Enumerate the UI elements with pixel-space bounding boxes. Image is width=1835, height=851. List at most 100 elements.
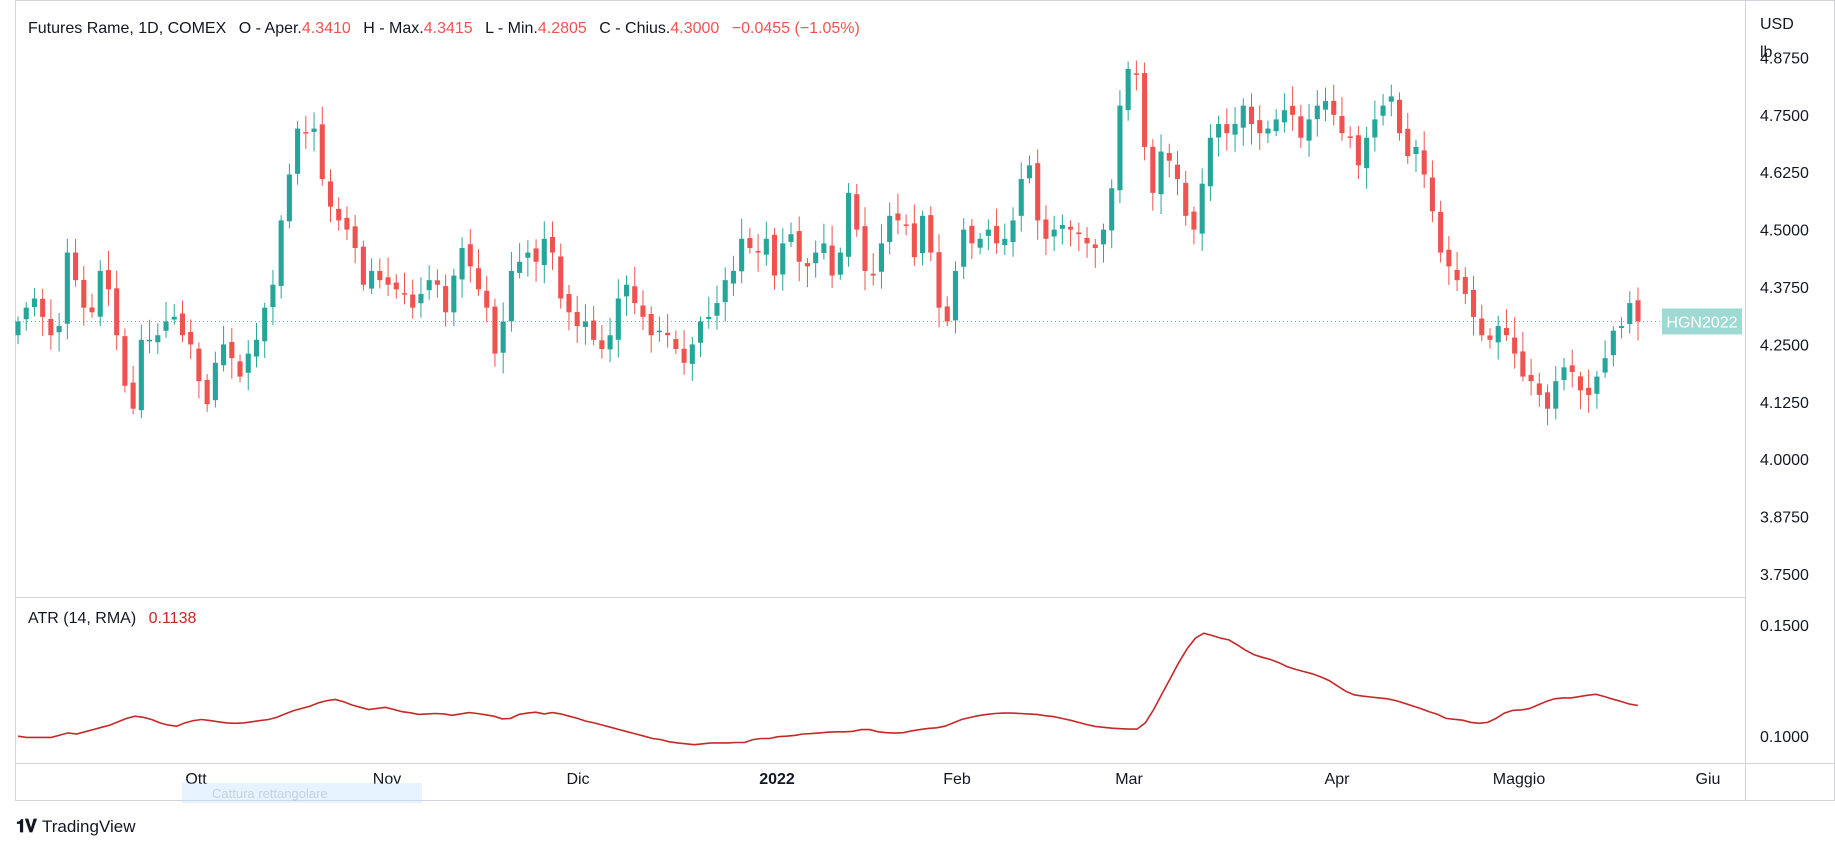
candle-body bbox=[1503, 328, 1509, 336]
candle-body bbox=[1462, 276, 1468, 294]
legend-high-value: 4.3415 bbox=[424, 20, 473, 37]
tradingview-brand-text: TradingView bbox=[41, 816, 136, 836]
candle-body bbox=[475, 268, 482, 290]
time-axis: Ott Nov Dic 2022 Feb Mar Apr Maggio Giu bbox=[185, 771, 1720, 788]
candle-body bbox=[1002, 238, 1008, 246]
candle-body bbox=[155, 335, 161, 343]
candle-body bbox=[1331, 100, 1337, 115]
candle-body bbox=[1100, 229, 1107, 245]
candle-body bbox=[623, 284, 630, 297]
candle-body bbox=[846, 192, 852, 257]
candle-body bbox=[500, 321, 506, 353]
candle-body bbox=[525, 252, 531, 258]
price-tick-label: 4.2500 bbox=[1760, 337, 1809, 354]
candle-body bbox=[903, 224, 909, 226]
candle-body bbox=[270, 284, 276, 308]
candle-body bbox=[401, 293, 408, 295]
legend-close-value: 4.3000 bbox=[670, 20, 719, 37]
candle-body bbox=[911, 223, 917, 258]
candle-body bbox=[1487, 335, 1493, 340]
candle-body bbox=[1043, 219, 1049, 239]
candle-body bbox=[796, 231, 802, 262]
candle-body bbox=[221, 344, 227, 366]
legend-close-label: C - Chius. bbox=[599, 20, 670, 37]
candle-body bbox=[1512, 337, 1518, 354]
candle-body bbox=[1207, 137, 1213, 187]
legend-open-value: 4.3410 bbox=[302, 20, 351, 37]
time-label-ott: Ott bbox=[185, 771, 207, 788]
candle-body bbox=[105, 270, 112, 290]
candle-body bbox=[944, 306, 950, 322]
candle-body bbox=[40, 298, 46, 317]
candle-body bbox=[985, 229, 991, 236]
atr-tick-label: 0.1000 bbox=[1760, 729, 1809, 746]
time-label-apr: Apr bbox=[1325, 771, 1351, 788]
candle-body bbox=[1010, 220, 1016, 243]
price-tick-label: 4.7500 bbox=[1760, 108, 1809, 125]
candle-body bbox=[1216, 123, 1222, 138]
candle-body bbox=[615, 298, 621, 340]
candle-body bbox=[969, 225, 975, 244]
candle-body bbox=[97, 270, 103, 317]
price-tick-label: 4.6250 bbox=[1760, 165, 1809, 182]
legend-low-label: L - Min. bbox=[485, 20, 538, 37]
candle-body bbox=[1026, 165, 1033, 179]
candle-body bbox=[566, 294, 572, 313]
main-legend: Futures Rame, 1D, COMEX O - Aper.4.3410 … bbox=[28, 20, 860, 37]
candle-body bbox=[1544, 392, 1551, 409]
candle-body bbox=[656, 330, 662, 333]
candle-body bbox=[467, 244, 473, 267]
candle-body bbox=[377, 270, 383, 281]
candle-body bbox=[1586, 387, 1592, 395]
candle-body bbox=[1290, 105, 1296, 115]
candle-body bbox=[533, 248, 539, 262]
candle-body bbox=[920, 215, 926, 254]
candle-body bbox=[508, 270, 514, 322]
capture-watermark: Cattura rettangolare bbox=[182, 783, 422, 803]
candle-body bbox=[1594, 376, 1600, 394]
candle-body bbox=[1396, 99, 1403, 134]
price-tick-label: 4.3750 bbox=[1760, 280, 1809, 297]
candle-body bbox=[1347, 136, 1353, 138]
candle-body bbox=[780, 243, 786, 275]
candle-body bbox=[426, 280, 432, 291]
candle-body bbox=[714, 303, 720, 316]
candle-body bbox=[1627, 303, 1633, 325]
candle-body bbox=[1150, 146, 1156, 193]
candle-body bbox=[492, 306, 498, 354]
candle-body bbox=[1561, 367, 1567, 381]
tradingview-brand[interactable]: 𝟏𝐕 TradingView bbox=[16, 816, 136, 837]
candle-body bbox=[344, 217, 350, 230]
candle-body bbox=[648, 313, 654, 336]
candle-body bbox=[1232, 123, 1238, 135]
atr-line bbox=[17, 632, 1639, 746]
candle-body bbox=[928, 215, 934, 253]
candle-body bbox=[1339, 115, 1345, 134]
candle-body bbox=[410, 294, 416, 308]
candle-body bbox=[122, 336, 128, 386]
candle-body bbox=[1372, 119, 1378, 138]
candle-body bbox=[1174, 164, 1181, 180]
candle-body bbox=[1495, 326, 1501, 343]
candle-body bbox=[813, 252, 819, 264]
candle-body bbox=[278, 220, 284, 286]
candle-body bbox=[1281, 110, 1287, 123]
candle-body bbox=[1306, 119, 1312, 141]
candle-body bbox=[130, 382, 136, 409]
candle-body bbox=[1248, 106, 1255, 124]
candle-body bbox=[1035, 163, 1041, 221]
candle-body bbox=[23, 307, 29, 320]
candle-body bbox=[484, 290, 490, 308]
candle-body bbox=[459, 247, 465, 280]
candle-body bbox=[541, 238, 547, 266]
candle-body bbox=[360, 246, 366, 285]
candle-body bbox=[1298, 116, 1304, 138]
candle-body bbox=[747, 238, 753, 248]
time-label-maggio: Maggio bbox=[1493, 771, 1546, 788]
candle-body bbox=[870, 273, 876, 276]
candle-body bbox=[558, 256, 564, 299]
legend-high-label: H - Max. bbox=[363, 20, 423, 37]
candle-body bbox=[755, 250, 761, 253]
candle-body bbox=[319, 124, 325, 180]
